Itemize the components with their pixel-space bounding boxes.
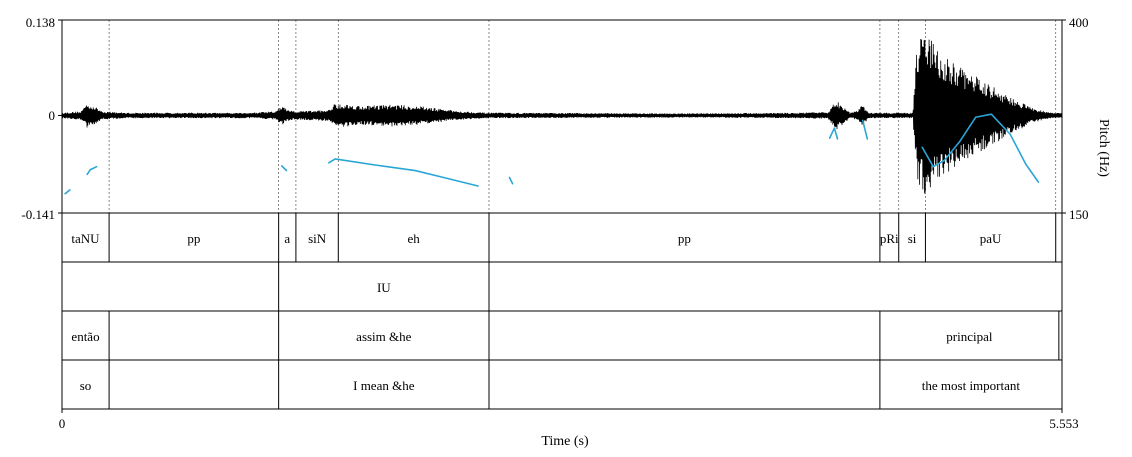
pitch-segment	[861, 119, 869, 140]
time-min-label: 0	[59, 416, 66, 431]
textgrid-tiers: taNU pp a siN eh pp pRi si paU IU então assim &he pr…	[62, 212, 1062, 409]
pitch-segment	[328, 158, 479, 187]
pitch-axis-title: Pitch (Hz)	[1096, 119, 1111, 177]
outer-frame	[61, 19, 1063, 410]
amp-zero-label: 0	[49, 108, 56, 123]
pitch-segment	[828, 127, 839, 140]
interval-label: paU	[980, 231, 1002, 246]
waveform	[61, 39, 1063, 194]
pitch-contour	[64, 113, 1040, 195]
pitch-bottom-label: 150	[1069, 207, 1089, 222]
pitch-segment	[280, 165, 288, 172]
pitch-segment	[508, 176, 514, 185]
pitch-segment	[921, 113, 1040, 183]
waveform-trace	[61, 39, 1063, 194]
interval-label: então	[71, 329, 99, 344]
interval-label: taNU	[71, 231, 100, 246]
pitch-segment	[64, 189, 71, 195]
time-max-label: 5.553	[1049, 416, 1078, 431]
interval-label: the most important	[922, 378, 1021, 393]
pitch-segment	[86, 165, 98, 176]
amp-top-label: 0.138	[26, 15, 55, 30]
interval-label: pRi	[880, 231, 899, 246]
pitch-top-label: 400	[1069, 15, 1089, 30]
interval-label: eh	[407, 231, 420, 246]
interval-label: so	[80, 378, 92, 393]
interval-label: siN	[308, 231, 327, 246]
time-axis-title: Time (s)	[541, 434, 589, 449]
plot-frame	[58, 19, 1066, 413]
interval-label: assim &he	[356, 329, 411, 344]
amp-bottom-label: -0.141	[21, 207, 55, 222]
interval-label: IU	[377, 280, 391, 295]
interval-label: I mean &he	[353, 378, 415, 393]
interval-label: pp	[678, 231, 691, 246]
interval-label: si	[908, 231, 917, 246]
interval-label: a	[284, 231, 290, 246]
interval-label: principal	[946, 329, 993, 344]
interval-label: pp	[187, 231, 200, 246]
